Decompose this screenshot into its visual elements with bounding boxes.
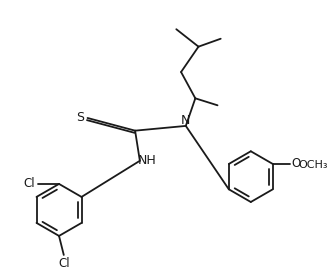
Text: N: N [181,114,190,127]
Text: S: S [76,111,85,124]
Text: NH: NH [138,154,156,167]
Text: Cl: Cl [24,178,35,191]
Text: OCH₃: OCH₃ [298,160,328,170]
Text: O: O [291,157,300,170]
Text: Cl: Cl [58,257,69,270]
